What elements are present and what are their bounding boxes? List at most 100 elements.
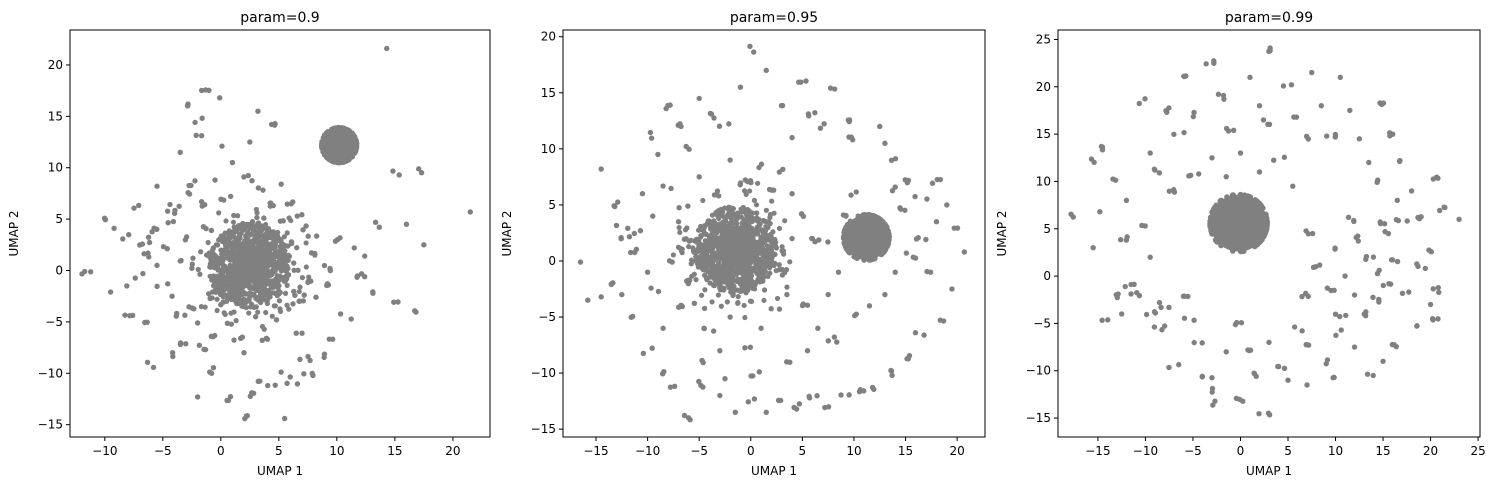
scatter-point (758, 325, 764, 331)
scatter-point (297, 284, 303, 290)
scatter-point (630, 313, 636, 320)
scatter-point (1247, 194, 1253, 200)
scatter-point (923, 236, 929, 243)
scatter-point (233, 295, 240, 301)
scatter-point (787, 259, 793, 265)
scatter-point (696, 378, 702, 385)
scatter-point (903, 250, 910, 256)
scatter-point (276, 273, 282, 280)
scatter-point (1265, 410, 1272, 416)
scatter-point (749, 251, 755, 257)
scatter-point (1156, 299, 1163, 306)
scatter-point (714, 228, 720, 234)
scatter-point (840, 235, 847, 242)
scatter-point (1212, 237, 1219, 243)
scatter-point (1091, 159, 1097, 166)
scatter-point (1236, 396, 1243, 402)
scatter-point (667, 102, 673, 108)
scatter-point (403, 221, 410, 227)
scatter-point (227, 288, 233, 295)
scatter-point (1191, 339, 1197, 346)
scatter-point (238, 261, 244, 268)
scatter-point (284, 302, 290, 308)
scatter-point (1275, 363, 1281, 370)
scatter-point (312, 250, 318, 257)
chart-title: param=0.95 (730, 10, 818, 26)
scatter-point (882, 246, 889, 253)
scatter-point (214, 296, 220, 302)
scatter-point (139, 241, 146, 247)
scatter-point (619, 291, 625, 298)
scatter-point (202, 346, 209, 353)
scatter-point (742, 345, 748, 351)
scatter-point (748, 298, 755, 305)
scatter-point (1309, 230, 1316, 237)
scatter-point (1435, 284, 1441, 291)
scatter-point (765, 273, 771, 279)
y-tick-label: −5 (538, 310, 556, 324)
scatter-point (1191, 317, 1197, 323)
scatter-point (231, 337, 237, 343)
scatter-point (1122, 283, 1128, 290)
scatter-point (280, 218, 286, 224)
scatter-point (1196, 171, 1202, 177)
x-tick-label: 25 (1470, 444, 1485, 458)
scatter-point (263, 231, 269, 237)
scatter-point (244, 221, 250, 227)
scatter-point (716, 215, 722, 222)
scatter-point (1456, 216, 1462, 223)
scatter-point (655, 151, 661, 158)
scatter-point (310, 372, 316, 379)
scatter-point (246, 239, 252, 245)
x-tick-label: 10 (1328, 444, 1343, 458)
scatter-point (391, 299, 397, 305)
scatter-point (784, 284, 790, 290)
scatter-point (265, 263, 271, 269)
scatter-point (1316, 262, 1323, 268)
chart-title: param=0.99 (1225, 10, 1313, 26)
scatter-point (1303, 228, 1309, 234)
scatter-point (1351, 344, 1358, 350)
scatter-point (692, 238, 698, 244)
scatter-point (151, 225, 157, 231)
scatter-point (321, 132, 328, 139)
scatter-point (711, 192, 718, 198)
scatter-point (291, 267, 297, 273)
scatter-point (189, 261, 196, 267)
scatter-point (846, 118, 852, 125)
scatter-point (421, 242, 427, 248)
scatter-point (779, 248, 785, 254)
scatter-point (303, 240, 309, 246)
scatter-point (1331, 287, 1337, 294)
scatter-point (284, 230, 290, 236)
scatter-point (1209, 389, 1215, 395)
scatter-point (783, 266, 790, 273)
scatter-point (194, 394, 201, 400)
scatter-point (611, 203, 617, 209)
scatter-point (789, 134, 795, 141)
scatter-point (227, 280, 233, 286)
scatter-point (756, 226, 762, 232)
scatter-point (734, 238, 741, 245)
scatter-point (1303, 290, 1309, 297)
scatter-point (1437, 207, 1443, 214)
scatter-point (598, 166, 604, 172)
scatter-point (160, 244, 167, 250)
scatter-point (1229, 248, 1236, 254)
scatter-point (206, 291, 212, 297)
scatter-point (261, 215, 267, 221)
scatter-point (756, 369, 762, 375)
scatter-point (1408, 188, 1415, 194)
scatter-point (736, 214, 742, 220)
scatter-point (663, 105, 669, 112)
scatter-point (660, 183, 666, 189)
scatter-point (219, 143, 225, 149)
scatter-point (1351, 292, 1358, 298)
scatter-point (1338, 327, 1344, 333)
scatter-point (216, 210, 222, 216)
scatter-point (838, 392, 844, 398)
scatter-point (249, 222, 255, 228)
scatter-point (261, 257, 268, 263)
plot-frame (1057, 29, 1481, 438)
scatter-point (784, 291, 790, 298)
